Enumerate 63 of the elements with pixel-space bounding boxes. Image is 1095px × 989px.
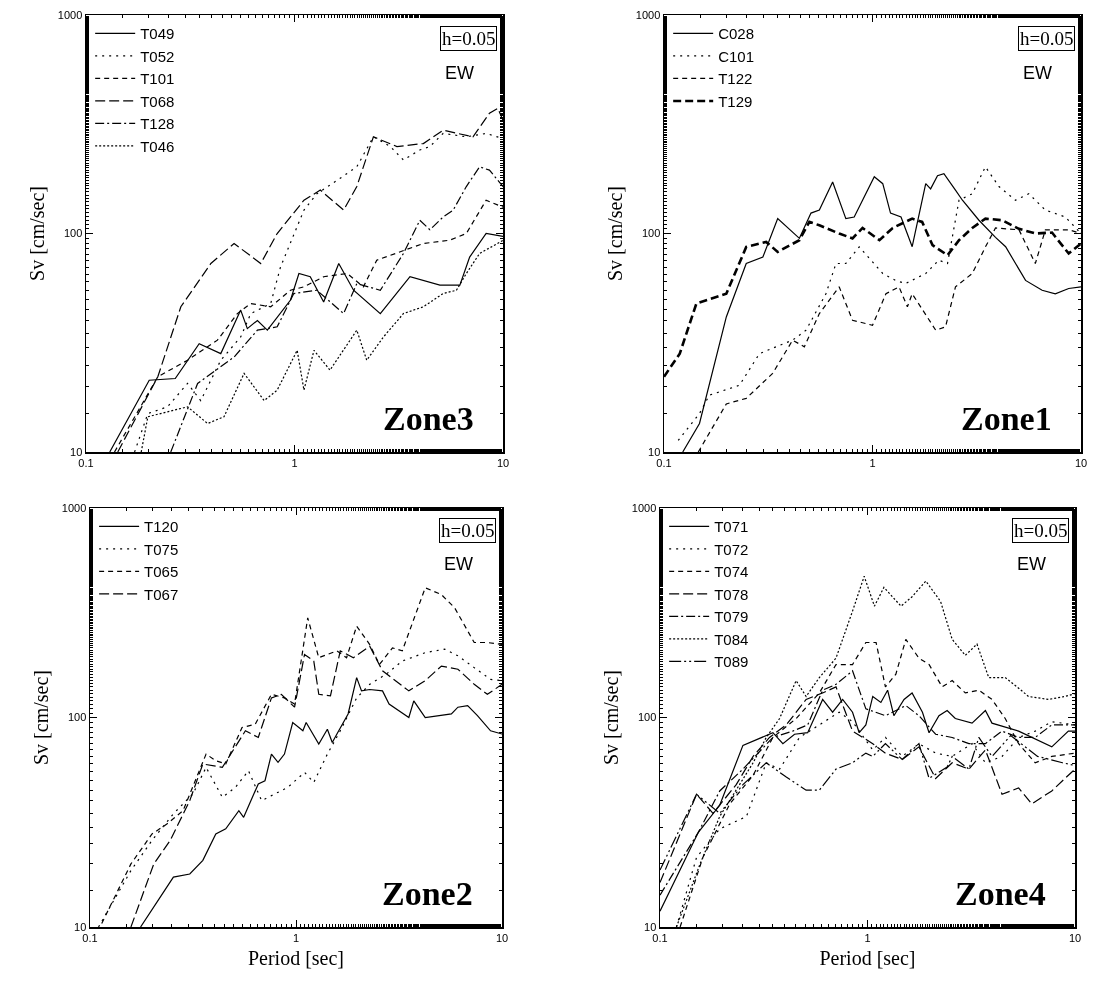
y-axis-title: Sv [cm/sec] [25, 186, 48, 281]
legend-label: T065 [144, 563, 179, 581]
y-axis-title: Sv [cm/sec] [599, 670, 622, 765]
legend-label: T078 [714, 585, 749, 603]
legend-label: T068 [140, 92, 175, 110]
y-tick-label: 10 [74, 920, 87, 933]
legend-label: T089 [714, 653, 749, 671]
legend-label: T129 [718, 92, 753, 110]
y-tick-label: 10 [648, 445, 661, 458]
annotation: h=0.05 [1020, 28, 1074, 49]
legend-label: T067 [144, 585, 179, 603]
annotation: Zone2 [382, 875, 473, 912]
legend-label: T120 [144, 518, 179, 536]
annotation: Zone3 [383, 400, 474, 437]
y-axis-title: Sv [cm/sec] [603, 186, 626, 281]
y-axis-title: Sv [cm/sec] [29, 670, 52, 765]
x-tick-label: 10 [495, 931, 509, 944]
y-tick-label: 10 [644, 920, 657, 933]
annotation: EW [1017, 554, 1047, 574]
y-tick-label: 1000 [57, 8, 83, 21]
legend-label: T128 [140, 115, 175, 133]
y-tick-label: 100 [637, 711, 657, 724]
x-tick-label: 1 [292, 931, 300, 944]
annotation: h=0.05 [441, 520, 495, 541]
legend-label: T049 [140, 25, 175, 43]
legend-label: T052 [140, 47, 175, 65]
legend-label: T075 [144, 540, 179, 558]
annotation: EW [445, 63, 475, 83]
x-tick-label: 10 [496, 456, 510, 469]
y-tick-label: 100 [641, 227, 661, 240]
legend-label: T074 [714, 563, 749, 581]
y-tick-label: 1000 [635, 8, 661, 21]
x-tick-label: 1 [869, 456, 876, 469]
annotation: h=0.05 [442, 28, 496, 49]
x-tick-label: 1 [864, 931, 871, 944]
x-tick-label: 1 [291, 456, 298, 469]
annotation: Zone1 [961, 400, 1052, 437]
legend-label: T084 [714, 630, 749, 648]
legend-label: T071 [714, 518, 749, 536]
y-tick-label: 1000 [631, 501, 657, 514]
y-tick-label: 100 [63, 227, 83, 240]
annotation: EW [1023, 63, 1053, 83]
legend-label: T101 [140, 70, 175, 88]
x-axis-title: Period [sec] [819, 946, 916, 969]
x-tick-label: 0.1 [652, 931, 668, 944]
y-tick-label: 1000 [61, 501, 87, 514]
legend-label: C028 [718, 25, 755, 43]
annotation: h=0.05 [1014, 520, 1068, 541]
x-tick-label: 0.1 [656, 456, 672, 469]
y-tick-label: 100 [67, 711, 87, 724]
annotation: Zone4 [955, 875, 1046, 912]
legend-label: C101 [718, 47, 755, 65]
x-tick-label: 0.1 [82, 931, 98, 944]
y-tick-label: 10 [70, 445, 83, 458]
x-axis-title: Period [sec] [247, 946, 345, 969]
legend-label: T046 [140, 137, 175, 155]
x-tick-label: 10 [1074, 456, 1088, 469]
x-tick-label: 10 [1068, 931, 1082, 944]
annotation: EW [444, 554, 474, 574]
legend-label: T072 [714, 540, 749, 558]
x-tick-label: 0.1 [78, 456, 94, 469]
legend-label: T122 [718, 70, 753, 88]
legend-label: T079 [714, 608, 749, 626]
